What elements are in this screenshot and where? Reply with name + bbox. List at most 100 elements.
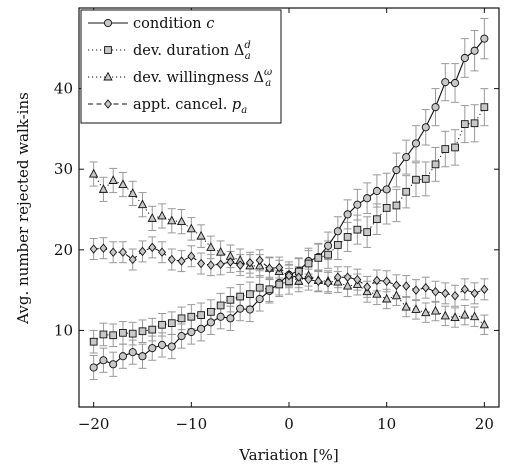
series-2-point xyxy=(148,325,157,334)
series-2-point xyxy=(236,292,245,301)
series-3-point xyxy=(108,175,118,184)
series-3-point xyxy=(89,168,99,178)
series-4-point xyxy=(324,278,333,288)
series-4-point xyxy=(431,287,440,297)
series-3-point xyxy=(196,230,206,240)
series-4-point xyxy=(285,270,293,281)
series-2-point xyxy=(99,330,108,339)
series-1-point xyxy=(167,342,176,351)
series-3-point xyxy=(440,310,450,320)
series-1-point xyxy=(128,348,137,357)
series-2-point xyxy=(187,312,196,321)
x-axis-title: Variation [%] xyxy=(238,446,339,464)
series-1-point xyxy=(441,78,450,87)
series-1-point xyxy=(197,324,206,333)
x-tick-label: 10 xyxy=(377,415,396,433)
series-2-point xyxy=(431,160,440,169)
series-3-point xyxy=(460,309,470,319)
series-2-point xyxy=(343,233,352,241)
series-1-point xyxy=(460,53,469,63)
series-2-point xyxy=(275,280,284,289)
series-4-point xyxy=(451,291,460,301)
series-2-point xyxy=(314,254,323,262)
series-4-point xyxy=(197,258,206,269)
legend-entry-willingness: dev. willingness Δω a xyxy=(133,67,272,89)
series-1-point xyxy=(470,46,479,55)
legend-entry-cancel: appt. cancel. pa xyxy=(133,97,247,116)
series-4-point xyxy=(226,257,235,267)
series-2-point xyxy=(265,285,274,294)
series-3-point xyxy=(342,280,353,290)
series-3-point xyxy=(372,288,382,298)
series-1-point xyxy=(411,139,421,148)
series-4-point xyxy=(177,256,186,266)
series-2-point xyxy=(216,301,225,310)
series-1-point xyxy=(118,352,128,361)
series-1-point xyxy=(255,294,264,304)
series-4-point xyxy=(109,247,118,257)
series-1-point xyxy=(372,186,381,196)
series-4-point xyxy=(353,274,362,285)
series-markers xyxy=(89,34,489,372)
series-4-point xyxy=(216,259,225,270)
series-4-point xyxy=(441,288,450,299)
series-1-point xyxy=(324,241,333,250)
series-2-point xyxy=(304,259,313,268)
series-2-point xyxy=(89,337,98,346)
y-tick-label: 20 xyxy=(54,241,73,259)
series-4-point xyxy=(372,275,381,286)
series-2-point xyxy=(333,241,342,249)
series-3-point xyxy=(479,319,489,329)
legend-sample-4 xyxy=(88,99,128,109)
series-1-point xyxy=(363,194,372,203)
series-1-point xyxy=(343,210,352,219)
series-2-point xyxy=(119,328,127,337)
y-tick-label: 10 xyxy=(54,321,73,339)
series-3-point xyxy=(128,188,138,197)
series-2-point xyxy=(363,228,371,236)
series-1-point xyxy=(109,360,118,369)
series-2-point xyxy=(470,119,479,128)
series-3-point xyxy=(98,184,109,193)
y-tick-label: 40 xyxy=(54,80,73,98)
series-2-point xyxy=(226,295,235,304)
series-4-point xyxy=(167,254,176,265)
x-tick-label: 20 xyxy=(475,415,494,433)
legend-marker-3 xyxy=(103,71,113,81)
x-tick-label: 0 xyxy=(284,415,294,433)
series-4-point xyxy=(343,272,352,282)
series-4-point xyxy=(304,274,313,285)
series-3-point xyxy=(401,301,411,311)
series-2-point xyxy=(324,250,332,259)
series-1-point xyxy=(206,318,215,327)
series-4-point xyxy=(255,255,264,265)
series-2-point xyxy=(138,327,147,336)
series-4-point xyxy=(363,282,372,292)
legend-marker-2 xyxy=(104,46,112,54)
series-3-point xyxy=(430,305,441,315)
series-3-point xyxy=(450,312,460,321)
y-axis-title: Avg. number rejected walk-ins xyxy=(14,92,32,325)
series-2-point xyxy=(460,120,469,128)
series-2-point xyxy=(480,103,489,111)
series-1-point xyxy=(148,344,157,353)
series-4-point xyxy=(480,284,489,295)
series-4-point xyxy=(187,251,196,261)
series-2-point xyxy=(207,308,215,316)
series-1-point xyxy=(245,305,254,314)
series-4-point xyxy=(275,262,284,273)
legend-sample-3 xyxy=(88,71,128,81)
series-4-point xyxy=(460,284,469,295)
series-4-point xyxy=(333,272,342,282)
series-3-point xyxy=(206,242,216,251)
series-1-point xyxy=(138,352,147,361)
series-4-point xyxy=(470,288,479,299)
series-2-point xyxy=(412,175,420,184)
legend-samples xyxy=(88,18,128,109)
series-3-point xyxy=(167,215,177,225)
series-3-point xyxy=(118,179,128,188)
series-4-point xyxy=(99,243,108,253)
series-2-point xyxy=(177,314,186,323)
series-2-point xyxy=(246,290,254,299)
